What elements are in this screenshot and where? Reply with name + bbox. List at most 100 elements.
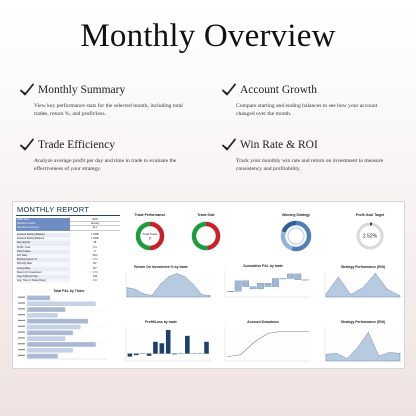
data-point <box>168 276 169 278</box>
bar <box>153 341 158 354</box>
bar <box>286 273 294 279</box>
stat-label: Monthly Return % <box>16 258 70 263</box>
donut-slice <box>280 231 293 251</box>
feature-description: Analyze average profit per day and time … <box>34 158 177 172</box>
stat-value: 50* <box>93 262 97 266</box>
stat-row: Account Ending Balance 1.050€ <box>16 237 120 242</box>
selector-value[interactable]: January <box>70 222 120 227</box>
feature-monthly-summary: Monthly Summary View key performance sta… <box>20 82 195 118</box>
monthly-report-dashboard: MONTHLY REPORT Initial Year 2025 Choose … <box>12 201 405 369</box>
stat-row: Avg. Time in Trade (Days) 0.6 <box>16 279 120 284</box>
bar <box>279 278 287 280</box>
bar <box>234 280 242 292</box>
bar <box>27 347 73 353</box>
stat-value: 4.5% <box>92 258 98 262</box>
selector-label: Choose an account <box>16 226 70 231</box>
stat-row: Win Rate 50% <box>16 253 120 259</box>
data-point <box>378 355 380 357</box>
tick-label <box>18 314 25 316</box>
bar <box>127 353 133 357</box>
stat-label: Total Trades <box>16 249 70 254</box>
area-series <box>126 273 211 298</box>
feature-account-growth: Account Growth Compare starting and endi… <box>222 82 397 118</box>
stat-label: Win Rate <box>16 253 70 259</box>
data-point <box>201 294 203 296</box>
chart-title: Strategy Performance (ROI) <box>341 265 385 269</box>
feature-description: View key performance stats for the selec… <box>34 103 183 117</box>
donut-slice <box>281 220 297 233</box>
chart-title: Winning Strategy <box>282 213 310 217</box>
stat-value: 1.005€ <box>91 233 99 236</box>
bar <box>172 353 177 355</box>
bar <box>27 336 66 341</box>
stat-row: Profit / Loss 45€ <box>16 245 120 250</box>
data-point <box>325 293 327 295</box>
data-point <box>399 295 401 297</box>
chart-title: Return On Investment % by trade <box>134 265 188 269</box>
tick-label <box>18 354 25 356</box>
selector-month[interactable]: Choose a month January <box>16 222 120 227</box>
stat-label: Account Starting Balance <box>16 233 70 238</box>
stat-label: Net Deposit <box>16 241 70 246</box>
chart-title: Profit Goal Target <box>356 213 385 217</box>
selector-account[interactable]: Choose an account ALL <box>16 226 120 231</box>
data-point <box>362 287 364 288</box>
stat-row: Avg. Profit per Day 15€ <box>16 274 120 280</box>
stat-label: Avg. Profit per Day <box>16 274 70 280</box>
bar <box>27 301 96 307</box>
data-point <box>134 288 136 290</box>
chart-title: Cumulative P&L by trade <box>243 264 283 268</box>
stat-row: Return On Investment 4.5% <box>16 270 120 275</box>
bar <box>146 353 152 356</box>
data-point <box>159 284 161 285</box>
stat-row: Winning Rate 50* <box>16 262 120 267</box>
data-point <box>193 284 194 285</box>
stat-value: 50% <box>92 253 98 257</box>
tick-label <box>18 302 25 304</box>
stat-label: Return On Investment <box>16 270 70 275</box>
chart-title: Trade Performance <box>135 213 166 217</box>
data-point <box>346 358 348 359</box>
bar <box>159 343 165 354</box>
selector-value[interactable]: ALL <box>70 226 120 231</box>
chart-title: Total P&L by Ticker <box>53 289 85 293</box>
tick-label <box>18 348 25 351</box>
selector-year[interactable]: Initial Year 2025 <box>16 218 120 223</box>
data-point <box>151 295 153 296</box>
data-point <box>209 295 211 296</box>
feature-title: Trade Efficiency <box>38 139 115 151</box>
donut-slice <box>191 221 208 251</box>
check-icon <box>222 83 236 96</box>
stat-value: 4.5% <box>92 270 98 274</box>
data-point <box>184 276 186 278</box>
stat-value: 15€ <box>92 274 98 278</box>
stat-label: Losing Rate <box>16 266 70 271</box>
tick-label <box>18 343 25 345</box>
selector-value[interactable]: 2025 <box>70 218 120 223</box>
bar <box>249 286 257 290</box>
data-point <box>337 276 339 278</box>
stat-value: 50* <box>93 266 97 270</box>
bar <box>257 282 264 290</box>
donut-center-label: Total Trade <box>143 232 158 236</box>
bar <box>264 282 272 287</box>
data-point <box>387 289 389 290</box>
feature-win-rate-roi: Win Rate & ROI Track your monthly win ra… <box>222 137 397 173</box>
report-title-underline <box>16 215 120 216</box>
feature-title: Account Growth <box>240 84 317 96</box>
data-point <box>374 272 376 274</box>
donut-slice <box>291 220 312 252</box>
stat-label: Winning Rate <box>16 262 70 267</box>
bar <box>242 280 250 287</box>
stat-row: Total Trades 8 <box>16 249 120 254</box>
data-point <box>336 353 337 354</box>
bar <box>165 329 171 354</box>
line-series <box>226 330 309 358</box>
stat-row: Net Deposit 0€ <box>16 241 120 246</box>
bar <box>204 341 209 354</box>
donut-slice <box>149 221 165 251</box>
chart-title: Profit/Loss by trade <box>145 320 177 324</box>
chart-title: Strategy Performance (ROI) <box>341 320 385 324</box>
check-icon <box>20 83 34 96</box>
